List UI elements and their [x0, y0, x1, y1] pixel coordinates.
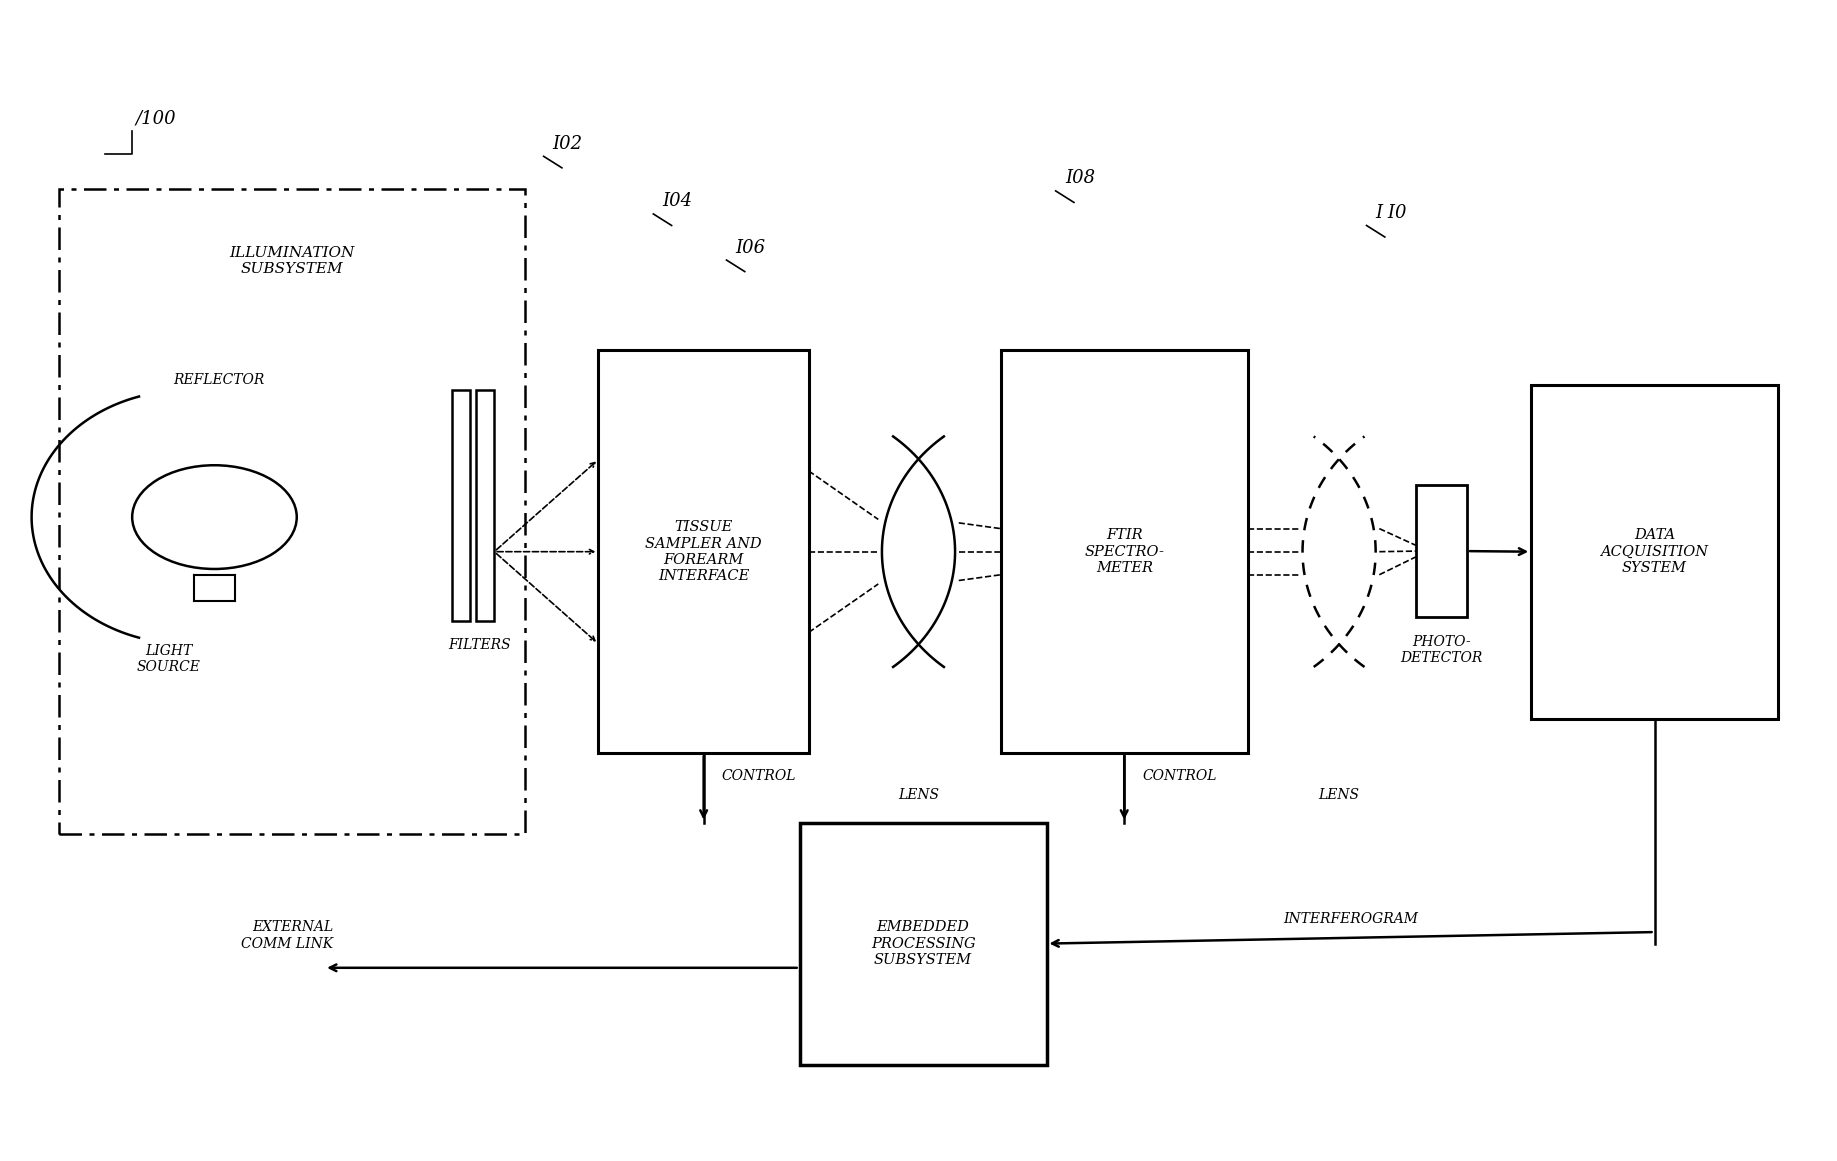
FancyBboxPatch shape: [476, 390, 494, 621]
FancyBboxPatch shape: [59, 188, 525, 834]
Text: CONTROL: CONTROL: [722, 770, 797, 784]
FancyBboxPatch shape: [1530, 384, 1778, 719]
Text: EXTERNAL
COMM LINK: EXTERNAL COMM LINK: [241, 921, 332, 951]
Text: DATA
ACQUISITION
SYSTEM: DATA ACQUISITION SYSTEM: [1600, 528, 1708, 575]
FancyBboxPatch shape: [1001, 349, 1247, 753]
Text: CONTROL: CONTROL: [1143, 770, 1216, 784]
Text: I02: I02: [553, 135, 582, 153]
Text: /100: /100: [136, 109, 176, 128]
Text: INTERFEROGRAM: INTERFEROGRAM: [1282, 913, 1418, 926]
Text: FTIR
SPECTRO-
METER: FTIR SPECTRO- METER: [1084, 528, 1165, 575]
Text: PHOTO-
DETECTOR: PHOTO- DETECTOR: [1400, 635, 1482, 665]
Text: ILLUMINATION
SUBSYSTEM: ILLUMINATION SUBSYSTEM: [230, 246, 355, 276]
Text: LIGHT
SOURCE: LIGHT SOURCE: [136, 644, 200, 675]
Text: LENS: LENS: [898, 788, 939, 802]
FancyBboxPatch shape: [1416, 485, 1468, 618]
Circle shape: [132, 466, 298, 569]
Text: I04: I04: [663, 193, 693, 210]
Text: FILTERS: FILTERS: [448, 639, 511, 652]
FancyBboxPatch shape: [799, 822, 1047, 1065]
FancyBboxPatch shape: [452, 390, 470, 621]
Text: EMBEDDED
PROCESSING
SUBSYSTEM: EMBEDDED PROCESSING SUBSYSTEM: [871, 921, 975, 967]
Text: I06: I06: [735, 239, 766, 257]
FancyBboxPatch shape: [599, 349, 808, 753]
Text: LENS: LENS: [1319, 788, 1359, 802]
Text: I08: I08: [1065, 170, 1095, 187]
Text: TISSUE
SAMPLER AND
FOREARM
INTERFACE: TISSUE SAMPLER AND FOREARM INTERFACE: [645, 520, 762, 583]
Text: I I0: I I0: [1376, 204, 1407, 222]
Text: REFLECTOR: REFLECTOR: [173, 373, 265, 387]
